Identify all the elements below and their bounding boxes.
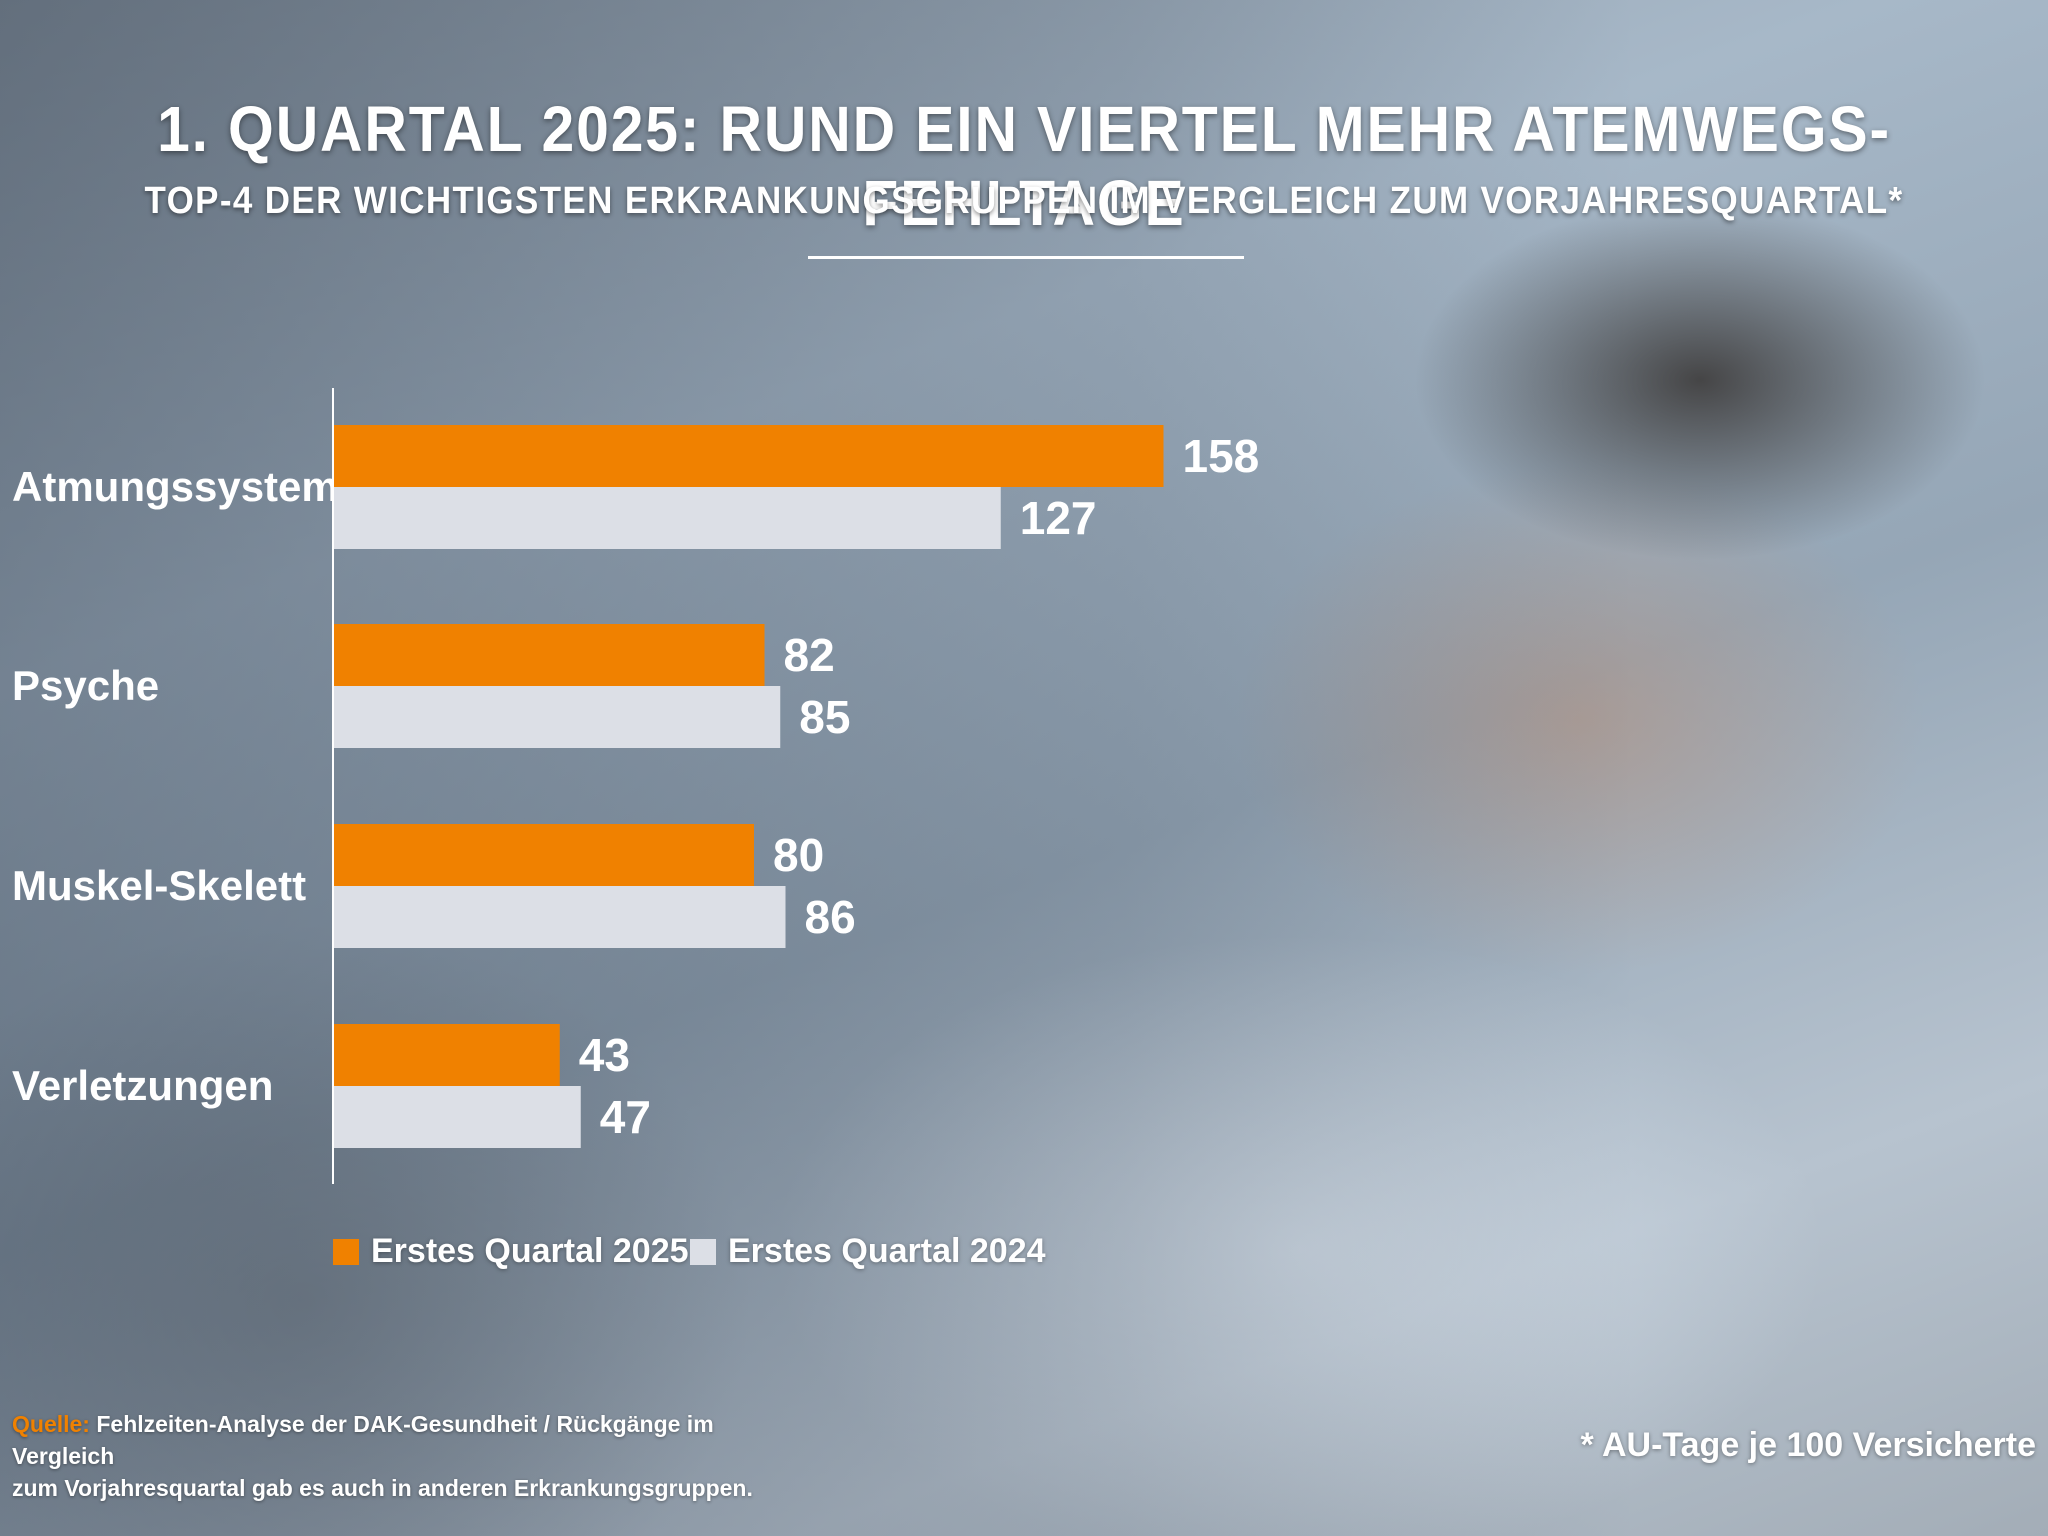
value-label-0-0: 158 [1183, 430, 1260, 482]
bar-1-0 [334, 624, 765, 686]
legend-swatch-2025 [333, 1238, 359, 1265]
value-label-2-0: 80 [773, 829, 824, 881]
value-label-1-0: 82 [784, 629, 835, 681]
value-label-3-0: 43 [579, 1029, 630, 1081]
chart-subtitle: TOP-4 DER WICHTIGSTEN ERKRANKUNGSGRUPPEN… [144, 180, 1904, 222]
legend-label-2025: Erstes Quartal 2025 [371, 1232, 689, 1270]
source-note: Quelle: Fehlzeiten-Analyse der DAK-Gesun… [12, 1408, 812, 1504]
category-label-0: Atmungssystem [12, 463, 339, 510]
category-label-2: Muskel-Skelett [12, 862, 306, 909]
bar-2-0 [334, 824, 754, 886]
legend-item-2025: Erstes Quartal 2025 [333, 1232, 689, 1271]
value-label-3-1: 47 [600, 1091, 651, 1143]
bar-3-0 [334, 1024, 560, 1086]
legend-label-2024: Erstes Quartal 2024 [728, 1232, 1046, 1270]
bar-2-1 [334, 886, 786, 948]
source-line-2: zum Vorjahresquartal gab es auch in ande… [12, 1475, 753, 1501]
bar-0-1 [334, 487, 1001, 549]
value-label-1-1: 85 [799, 691, 850, 743]
category-label-1: Psyche [12, 662, 159, 709]
source-line-1: Fehlzeiten-Analyse der DAK-Gesundheit / … [12, 1411, 714, 1469]
category-label-3: Verletzungen [12, 1062, 273, 1109]
legend-item-2024: Erstes Quartal 2024 [690, 1232, 1046, 1271]
bar-3-1 [334, 1086, 581, 1148]
source-label: Quelle: [12, 1411, 90, 1437]
title-divider [808, 256, 1244, 259]
chart-title: 1. QUARTAL 2025: RUND EIN VIERTEL MEHR A… [157, 93, 1891, 239]
bar-0-0 [334, 425, 1164, 487]
value-label-0-1: 127 [1020, 492, 1097, 544]
legend-swatch-2024 [690, 1238, 716, 1265]
value-label-2-1: 86 [805, 891, 856, 943]
bar-1-1 [334, 686, 781, 748]
footnote: * AU-Tage je 100 Versicherte [1580, 1426, 2036, 1464]
